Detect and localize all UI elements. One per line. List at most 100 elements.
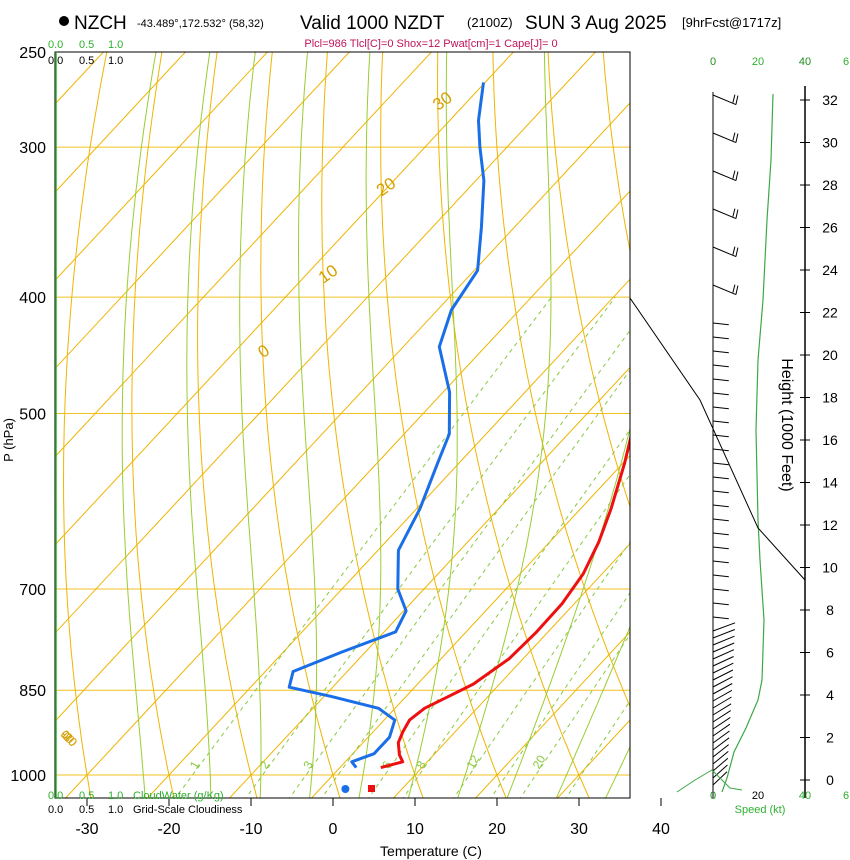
wind-barb-flag bbox=[732, 246, 736, 255]
wind-barb bbox=[712, 744, 730, 758]
mixing-ratio-12 bbox=[453, 541, 630, 798]
wind-scale-edge bbox=[629, 297, 806, 581]
wind-barb-flag bbox=[732, 94, 736, 103]
wind-barb bbox=[712, 649, 735, 660]
wind-barb bbox=[712, 676, 733, 688]
mixing-ratio-28 bbox=[565, 699, 630, 798]
station-name: NZCH bbox=[74, 13, 127, 34]
height-label-28: 28 bbox=[822, 177, 838, 193]
isotherm-40 bbox=[637, 52, 850, 800]
wind-barb bbox=[712, 560, 729, 564]
temp-label-10: 10 bbox=[406, 821, 424, 838]
speed-bottom-3: 6 bbox=[843, 790, 849, 802]
valid-time: Valid 1000 NZDT bbox=[300, 13, 445, 34]
dry-adiabat-70 bbox=[658, 52, 850, 800]
moist-adiabat-18 bbox=[457, 52, 552, 798]
cloud-bottom-black-0: 0.0 bbox=[48, 804, 63, 816]
height-label-2: 2 bbox=[826, 730, 834, 746]
pressure-ticks: 250 300 400 500 700 850 1000 bbox=[10, 45, 46, 785]
cloud-bottom-green-2: 1.0 bbox=[108, 790, 123, 802]
dry-adiabat-30 bbox=[437, 52, 590, 798]
surface-markers bbox=[341, 785, 375, 793]
wind-barb bbox=[712, 476, 729, 480]
wind-barb bbox=[712, 689, 733, 702]
wind-barb bbox=[712, 518, 729, 522]
height-axis-label: Height (1000 Feet) bbox=[778, 358, 795, 491]
y-axis-label: P (hPa) bbox=[1, 418, 16, 462]
wind-barb-flag bbox=[732, 132, 736, 141]
wind-barb bbox=[712, 622, 736, 632]
pressure-label-700: 700 bbox=[19, 582, 46, 599]
cloud-bottom-black-1: 0.5 bbox=[79, 804, 94, 816]
grid-lines bbox=[55, 52, 850, 800]
pressure-label-300: 300 bbox=[19, 140, 46, 157]
pressure-label-850: 850 bbox=[19, 683, 46, 700]
wind-barb bbox=[712, 602, 729, 606]
wind-barb bbox=[712, 246, 737, 258]
dry-adiabat-50 bbox=[547, 52, 630, 509]
forecast-run: [9hrFcst@1717z] bbox=[682, 15, 781, 30]
dry-adiabat--10 bbox=[197, 52, 258, 798]
mixing-ratio-2 bbox=[245, 296, 616, 798]
dry-adiabat-20 bbox=[380, 52, 507, 798]
moist-adiabat-0 bbox=[298, 52, 318, 798]
x-axis-label: Temperature (C) bbox=[380, 843, 482, 859]
wind-barb bbox=[712, 629, 735, 639]
pressure-label-400: 400 bbox=[19, 290, 46, 307]
height-label-10: 10 bbox=[822, 560, 838, 576]
wind-barb bbox=[712, 490, 729, 494]
wind-barb bbox=[712, 737, 730, 751]
profile-dewpoint bbox=[287, 82, 486, 769]
theta-label-0: 0 bbox=[254, 341, 273, 362]
wind-barb bbox=[712, 448, 729, 452]
wind-barb-flag bbox=[735, 209, 739, 219]
moist-adiabat--20 bbox=[121, 52, 157, 798]
wind-barb-flag bbox=[735, 95, 739, 105]
profile-temperature bbox=[380, 433, 630, 770]
isotherm--80 bbox=[55, 52, 350, 370]
station-coords: -43.489°,172.532° (58,32) bbox=[137, 18, 264, 30]
wind-barb bbox=[712, 532, 729, 536]
speed-top-0: 0 bbox=[710, 56, 716, 68]
height-label-6: 6 bbox=[826, 645, 834, 661]
surface-temperature bbox=[368, 785, 375, 792]
theta-label-10: 10 bbox=[315, 261, 341, 287]
wind-barb-flag bbox=[735, 247, 739, 257]
height-label-18: 18 bbox=[822, 390, 838, 406]
wind-barb bbox=[712, 420, 729, 424]
wind-barb bbox=[712, 751, 729, 765]
wind-barb bbox=[712, 378, 729, 382]
mixing-ratio-3 bbox=[288, 329, 630, 798]
height-label-22: 22 bbox=[822, 305, 838, 321]
height-label-8: 8 bbox=[826, 602, 834, 618]
temp-label-40: 40 bbox=[652, 821, 670, 838]
cloudiness-label: Grid-Scale Cloudiness bbox=[133, 804, 243, 816]
moist-adiabat--12 bbox=[186, 52, 212, 798]
wind-barb bbox=[712, 574, 729, 578]
wind-barb bbox=[712, 757, 729, 772]
dry-adiabat-10 bbox=[321, 52, 424, 798]
wind-barb bbox=[712, 350, 729, 354]
mixing-ratio-6 bbox=[367, 428, 630, 798]
wind-barb bbox=[712, 462, 729, 466]
wind-barb-flag bbox=[735, 133, 739, 143]
height-label-14: 14 bbox=[822, 475, 838, 491]
moist-adiabat--6 bbox=[239, 52, 262, 798]
dry-adiabat-60 bbox=[602, 52, 630, 254]
theta-label-30: 30 bbox=[429, 88, 455, 114]
speed-bottom-0: 0 bbox=[710, 790, 716, 802]
cloud-top-green-2: 1.0 bbox=[108, 39, 123, 51]
height-label-30: 30 bbox=[822, 135, 838, 151]
pressure-label-250: 250 bbox=[19, 45, 46, 62]
isotherm--90 bbox=[55, 52, 268, 282]
wind-barb bbox=[712, 696, 732, 709]
wind-barb-flag bbox=[732, 170, 736, 179]
dry-adiabat--30 bbox=[62, 52, 108, 798]
dry-adiabat-0 bbox=[260, 52, 341, 798]
temp-label-0: 0 bbox=[329, 821, 338, 838]
isotherm-10 bbox=[392, 543, 630, 798]
speed-top-3: 6 bbox=[843, 56, 849, 68]
height-label-24: 24 bbox=[822, 262, 838, 278]
